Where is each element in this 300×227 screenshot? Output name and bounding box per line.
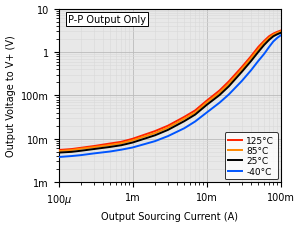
- 25°C: [256, 51, 260, 54]
- 125°C: [153, 130, 157, 133]
- 125°C: [267, 36, 271, 38]
- 25°C: [240, 71, 244, 74]
- 85°C: [279, 31, 282, 34]
- -40°C: [79, 154, 83, 157]
- 85°C: [182, 118, 186, 121]
- 25°C: [262, 44, 266, 47]
- Line: -40°C: -40°C: [59, 36, 280, 157]
- -40°C: [57, 156, 61, 159]
- 125°C: [240, 66, 244, 69]
- 125°C: [182, 116, 186, 119]
- 25°C: [153, 134, 157, 137]
- 25°C: [92, 148, 96, 151]
- 125°C: [131, 138, 134, 141]
- -40°C: [262, 53, 266, 56]
- -40°C: [240, 80, 244, 83]
- 25°C: [109, 146, 112, 149]
- 85°C: [92, 146, 96, 149]
- 85°C: [227, 83, 231, 86]
- -40°C: [109, 151, 112, 153]
- 85°C: [218, 92, 221, 95]
- 85°C: [109, 144, 112, 147]
- 125°C: [166, 125, 170, 128]
- -40°C: [279, 35, 282, 38]
- 85°C: [272, 34, 275, 37]
- Y-axis label: Output Voltage to V+ (V): Output Voltage to V+ (V): [6, 35, 16, 157]
- -40°C: [272, 41, 275, 44]
- 25°C: [131, 141, 134, 144]
- -40°C: [153, 140, 157, 143]
- 125°C: [275, 31, 279, 34]
- -40°C: [131, 146, 134, 149]
- -40°C: [275, 37, 279, 40]
- Legend: 125°C, 85°C, 25°C, -40°C: 125°C, 85°C, 25°C, -40°C: [225, 133, 278, 180]
- 85°C: [70, 149, 74, 152]
- Line: 125°C: 125°C: [59, 32, 280, 150]
- 125°C: [92, 145, 96, 148]
- Text: P-P Output Only: P-P Output Only: [68, 15, 146, 25]
- -40°C: [166, 135, 170, 138]
- 25°C: [193, 114, 197, 116]
- 85°C: [79, 148, 83, 151]
- 85°C: [275, 32, 279, 35]
- 85°C: [57, 150, 61, 153]
- Line: 25°C: 25°C: [59, 34, 280, 153]
- 25°C: [166, 129, 170, 132]
- 85°C: [153, 132, 157, 135]
- -40°C: [218, 102, 221, 105]
- 125°C: [79, 147, 83, 150]
- 125°C: [272, 33, 275, 36]
- 125°C: [218, 90, 221, 92]
- 85°C: [119, 142, 123, 145]
- 125°C: [227, 81, 231, 83]
- 125°C: [193, 110, 197, 112]
- 85°C: [249, 57, 253, 60]
- 85°C: [166, 127, 170, 129]
- 25°C: [227, 86, 231, 88]
- -40°C: [193, 121, 197, 123]
- 25°C: [267, 39, 271, 42]
- 25°C: [70, 151, 74, 153]
- 125°C: [119, 141, 123, 143]
- -40°C: [205, 112, 208, 114]
- 125°C: [57, 149, 61, 152]
- 25°C: [57, 152, 61, 154]
- 125°C: [205, 100, 208, 103]
- 85°C: [131, 139, 134, 142]
- 25°C: [182, 120, 186, 123]
- 85°C: [256, 49, 260, 52]
- 25°C: [275, 34, 279, 37]
- 85°C: [193, 112, 197, 114]
- 25°C: [119, 144, 123, 147]
- 125°C: [256, 47, 260, 49]
- 85°C: [240, 69, 244, 71]
- -40°C: [227, 94, 231, 96]
- 125°C: [70, 148, 74, 151]
- -40°C: [119, 149, 123, 151]
- X-axis label: Output Sourcing Current (A): Output Sourcing Current (A): [101, 212, 238, 222]
- -40°C: [267, 47, 271, 49]
- 85°C: [205, 102, 208, 105]
- -40°C: [256, 60, 260, 63]
- 25°C: [205, 104, 208, 107]
- -40°C: [249, 69, 253, 72]
- 25°C: [79, 150, 83, 152]
- 125°C: [249, 56, 253, 58]
- -40°C: [92, 152, 96, 155]
- 25°C: [249, 60, 253, 63]
- 25°C: [279, 32, 282, 35]
- 125°C: [109, 143, 112, 145]
- -40°C: [182, 127, 186, 130]
- -40°C: [70, 155, 74, 158]
- 85°C: [267, 37, 271, 40]
- 25°C: [272, 36, 275, 38]
- 125°C: [279, 30, 282, 33]
- Line: 85°C: 85°C: [59, 32, 280, 151]
- 85°C: [262, 42, 266, 45]
- 125°C: [262, 40, 266, 43]
- 25°C: [218, 94, 221, 97]
